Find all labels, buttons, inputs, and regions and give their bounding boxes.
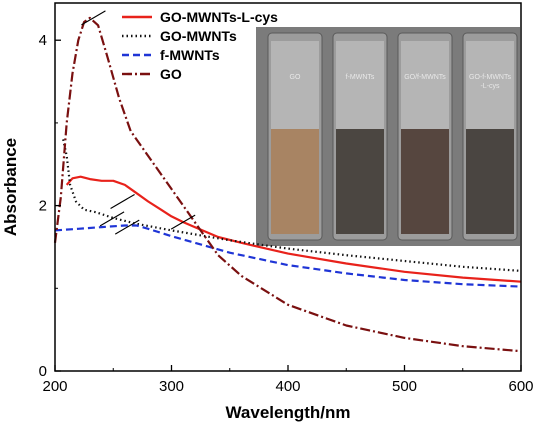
y-tick-label: 0 xyxy=(39,363,47,380)
x-tick-label: 300 xyxy=(159,378,184,395)
x-tick-label: 600 xyxy=(508,378,533,395)
vial-label: GO/f-MWNTs xyxy=(404,74,446,81)
x-axis-title: Wavelength/nm xyxy=(226,403,351,422)
legend-label: GO-MWNTs-L-cys xyxy=(160,9,278,25)
y-tick-label: 4 xyxy=(39,32,47,49)
annotation-slash xyxy=(170,214,196,230)
annotation-slash xyxy=(81,10,106,26)
vial-empty-top xyxy=(401,41,449,129)
x-tick-label: 500 xyxy=(392,378,417,395)
vial-label: -L-cys xyxy=(480,83,500,90)
vial-label: f-MWNTs xyxy=(346,74,375,81)
vial-liquid xyxy=(271,129,319,234)
plot-lines xyxy=(53,16,522,353)
axis-ticks: 200 300 400 500 600 0 2 4 xyxy=(39,32,534,395)
vial-empty-top xyxy=(466,41,514,129)
legend-label: GO xyxy=(160,66,182,82)
series-line-go-mwnts-l-cys xyxy=(65,175,522,283)
vial-empty-top xyxy=(271,41,319,129)
legend: GO-MWNTs-L-cys GO-MWNTs f-MWNTs GO xyxy=(122,9,278,82)
legend-label: f-MWNTs xyxy=(160,47,220,63)
vial-label: GO xyxy=(290,74,301,81)
annotation-slash xyxy=(110,193,135,209)
annotation-slash xyxy=(114,219,140,235)
legend-label: GO-MWNTs xyxy=(160,28,237,44)
vial-liquid xyxy=(401,129,449,234)
annotation-slashes xyxy=(81,10,196,235)
y-tick-label: 2 xyxy=(39,198,47,215)
vial-photo-inset: GO f-MWNTs GO/f-MWNTs GO-f-MWNTs -L-cys xyxy=(256,27,520,246)
vial-liquid xyxy=(466,129,514,234)
annotation-slash xyxy=(99,211,125,227)
vial-label: GO-f-MWNTs xyxy=(469,74,511,81)
vial-empty-top xyxy=(336,41,384,129)
x-tick-label: 200 xyxy=(42,378,67,395)
vial-liquid xyxy=(336,129,384,234)
series-line-go xyxy=(53,16,522,353)
x-tick-label: 400 xyxy=(275,378,300,395)
series-line-f-mwnts xyxy=(54,224,522,288)
y-axis-title: Absorbance xyxy=(1,138,20,236)
